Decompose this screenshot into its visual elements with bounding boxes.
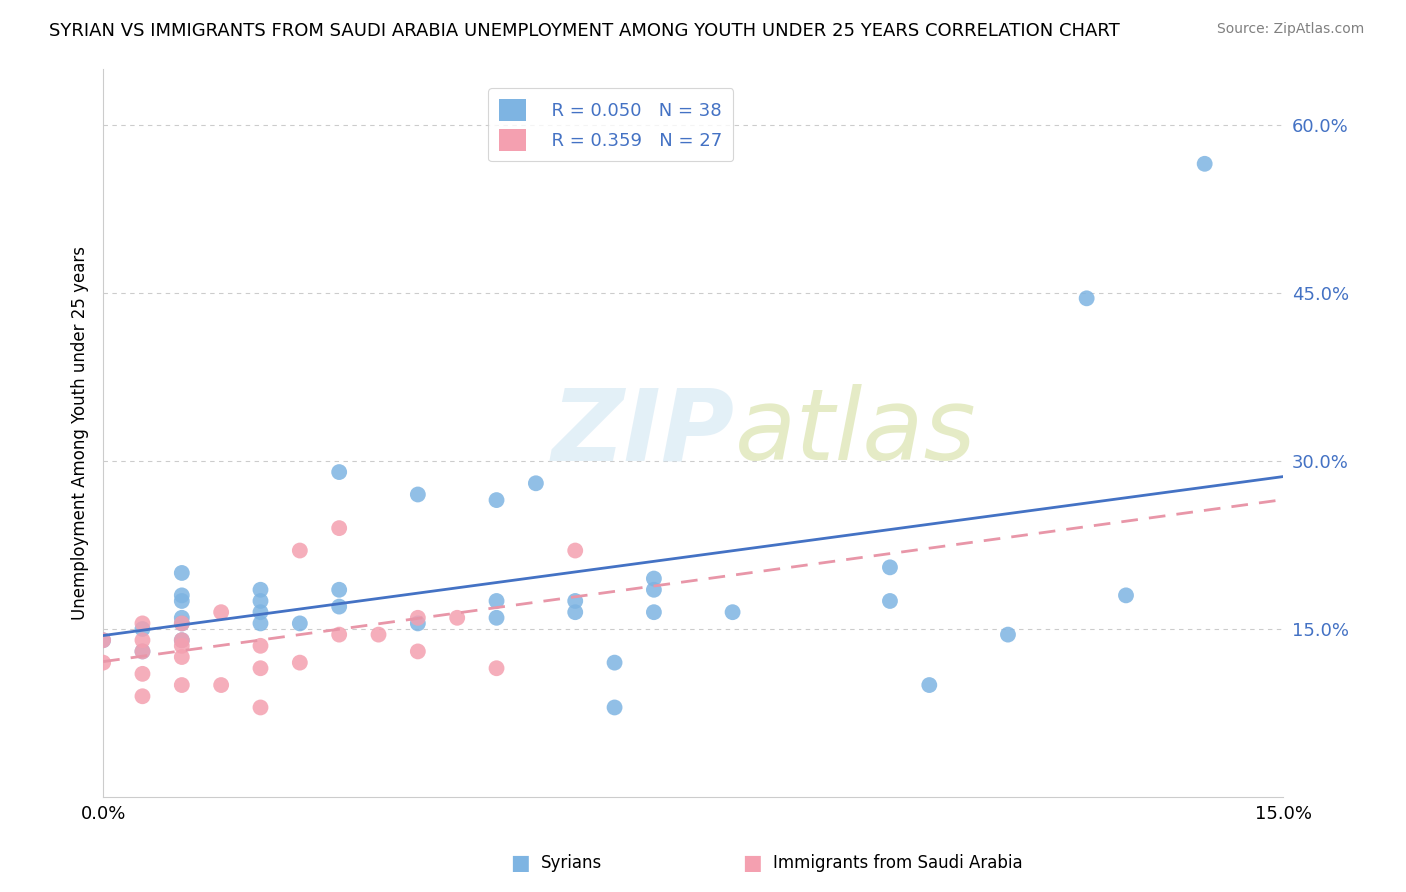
Point — [328, 627, 350, 641]
Point — [249, 594, 271, 608]
Point — [249, 661, 271, 675]
Point — [170, 650, 193, 665]
Point — [406, 487, 429, 501]
Y-axis label: Unemployment Among Youth under 25 years: Unemployment Among Youth under 25 years — [72, 246, 89, 620]
Point — [249, 582, 271, 597]
Point — [603, 656, 626, 670]
Legend:   R = 0.050   N = 38,   R = 0.359   N = 27: R = 0.050 N = 38, R = 0.359 N = 27 — [488, 88, 734, 161]
Point — [249, 639, 271, 653]
Point — [564, 605, 586, 619]
Text: ■: ■ — [510, 854, 530, 873]
Point — [446, 611, 468, 625]
Point — [170, 566, 193, 580]
Point — [879, 594, 901, 608]
Point — [406, 644, 429, 658]
Point — [170, 633, 193, 648]
Point — [879, 560, 901, 574]
Point — [131, 690, 153, 704]
Point — [485, 594, 508, 608]
Point — [170, 633, 193, 648]
Point — [997, 627, 1019, 641]
Point — [170, 611, 193, 625]
Text: SYRIAN VS IMMIGRANTS FROM SAUDI ARABIA UNEMPLOYMENT AMONG YOUTH UNDER 25 YEARS C: SYRIAN VS IMMIGRANTS FROM SAUDI ARABIA U… — [49, 22, 1121, 40]
Point — [643, 582, 665, 597]
Point — [131, 622, 153, 636]
Point — [209, 605, 232, 619]
Point — [564, 594, 586, 608]
Point — [170, 594, 193, 608]
Point — [328, 599, 350, 614]
Text: ZIP: ZIP — [551, 384, 734, 482]
Point — [91, 633, 114, 648]
Point — [1115, 588, 1137, 602]
Point — [406, 616, 429, 631]
Point — [131, 644, 153, 658]
Point — [367, 627, 389, 641]
Point — [485, 493, 508, 508]
Text: Source: ZipAtlas.com: Source: ZipAtlas.com — [1216, 22, 1364, 37]
Point — [1194, 157, 1216, 171]
Point — [288, 656, 311, 670]
Point — [91, 656, 114, 670]
Point — [328, 582, 350, 597]
Point — [485, 661, 508, 675]
Text: Immigrants from Saudi Arabia: Immigrants from Saudi Arabia — [773, 855, 1024, 872]
Point — [170, 616, 193, 631]
Text: ■: ■ — [742, 854, 762, 873]
Point — [328, 521, 350, 535]
Point — [603, 700, 626, 714]
Point — [721, 605, 744, 619]
Point — [131, 644, 153, 658]
Point — [328, 465, 350, 479]
Point — [249, 700, 271, 714]
Point — [1076, 291, 1098, 305]
Point — [170, 639, 193, 653]
Point — [288, 616, 311, 631]
Point — [643, 572, 665, 586]
Point — [524, 476, 547, 491]
Point — [131, 666, 153, 681]
Point — [131, 633, 153, 648]
Point — [249, 605, 271, 619]
Point — [170, 588, 193, 602]
Point — [288, 543, 311, 558]
Point — [170, 616, 193, 631]
Point — [564, 543, 586, 558]
Point — [91, 633, 114, 648]
Point — [485, 611, 508, 625]
Text: Syrians: Syrians — [541, 855, 603, 872]
Point — [918, 678, 941, 692]
Point — [406, 611, 429, 625]
Point — [643, 605, 665, 619]
Point — [249, 616, 271, 631]
Point — [209, 678, 232, 692]
Text: atlas: atlas — [734, 384, 976, 482]
Point — [170, 678, 193, 692]
Point — [131, 616, 153, 631]
